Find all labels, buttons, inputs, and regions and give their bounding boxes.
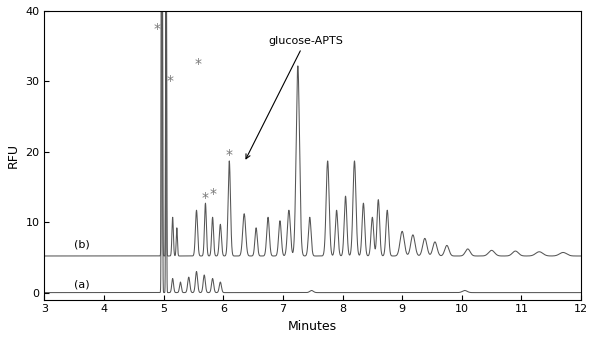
Text: (b): (b) xyxy=(74,240,90,250)
Text: *: * xyxy=(194,57,201,71)
Text: *: * xyxy=(202,190,209,205)
Text: glucose-APTS: glucose-APTS xyxy=(246,36,343,159)
Text: *: * xyxy=(226,148,233,162)
Text: (a): (a) xyxy=(74,279,90,289)
Text: *: * xyxy=(153,21,160,36)
Text: *: * xyxy=(209,187,216,201)
Y-axis label: RFU: RFU xyxy=(7,143,20,168)
X-axis label: Minutes: Minutes xyxy=(288,320,337,333)
Text: *: * xyxy=(166,74,173,88)
